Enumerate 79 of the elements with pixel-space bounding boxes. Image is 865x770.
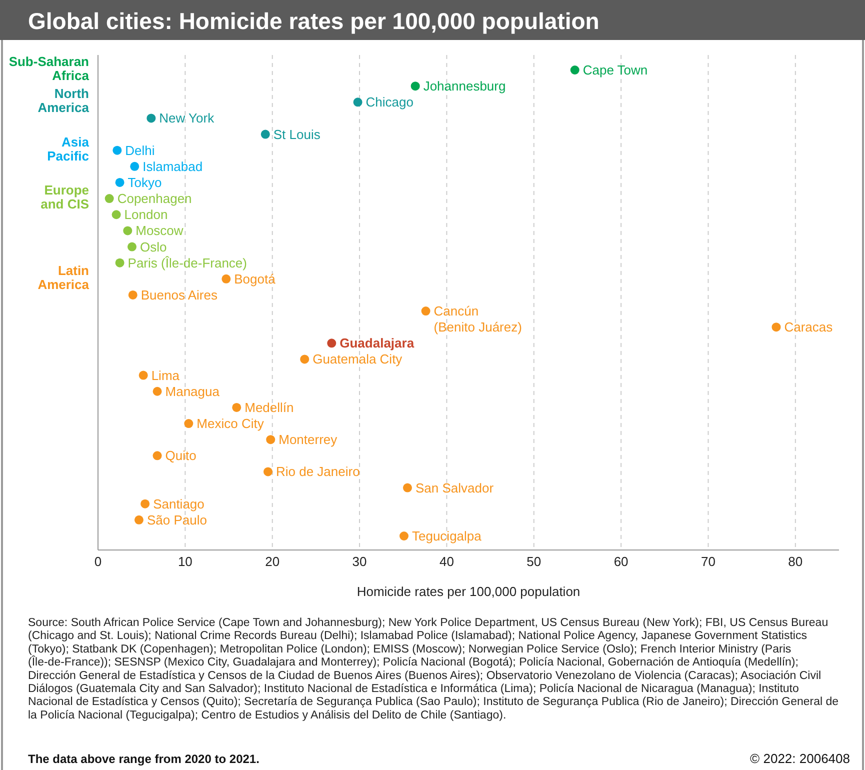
- y-tick-label: Delhi: [125, 142, 155, 158]
- point: [123, 226, 132, 236]
- series-label: Europe and CIS: [40, 182, 90, 212]
- point: [184, 419, 194, 428]
- point: [260, 130, 270, 139]
- y-tick-label: Johannesburg: [423, 78, 506, 94]
- y-tick-label: Caracas: [784, 320, 834, 335]
- x-axis-title: Homicide rates per 100,000 population: [356, 584, 580, 599]
- y-tick-label: San Salvador: [415, 480, 494, 496]
- y-tick-label: Copenhagen: [117, 191, 192, 206]
- x-tick-label: 60: [614, 554, 628, 569]
- y-tick-label: Lima: [151, 368, 180, 383]
- y-tick-label: São Paulo: [146, 512, 207, 528]
- x-tick-label: 20: [265, 554, 280, 569]
- y-tick-label: St Louis: [273, 126, 321, 142]
- y-tick-label: London: [124, 207, 168, 222]
- y-tick-label: Islamabad: [142, 158, 203, 174]
- point: [410, 82, 420, 91]
- point: [399, 532, 408, 540]
- y-tick-label: Cape Town: [582, 62, 648, 78]
- y-tick-label: Buenos Aires: [140, 287, 218, 302]
- point: [134, 515, 144, 524]
- point: [115, 258, 124, 268]
- y-tick-label: Tokyo: [128, 174, 162, 190]
- point: [421, 306, 430, 316]
- text: Sub-Saharan Africa: [8, 54, 90, 83]
- point: [128, 242, 136, 252]
- y-tick-label: Guadalajara: [340, 336, 415, 351]
- point: [130, 162, 140, 171]
- point: [772, 322, 781, 332]
- x-tick-label: 10: [178, 554, 192, 569]
- text: North America: [38, 86, 90, 116]
- text: © 2022: 2006408: [750, 751, 850, 766]
- y-tick-label: Oslo: [140, 239, 167, 254]
- y-tick-label: Cancún (Benito Juárez): [434, 304, 522, 335]
- y-tick-label: Guatemala City: [312, 352, 403, 367]
- text: Latin America: [38, 262, 90, 292]
- point: [112, 146, 122, 155]
- y-tick-label: Santiago: [153, 496, 204, 512]
- y-tick-label: Moscow: [136, 223, 184, 238]
- point: [128, 290, 138, 300]
- x-tick-label: 0: [94, 554, 102, 569]
- y-tick-label: Bogotá: [234, 271, 276, 286]
- y-tick-label: Quito: [165, 448, 196, 464]
- y-tick-label: Medellín: [244, 400, 294, 415]
- y-tick-label: Tegucigalpa: [412, 528, 482, 544]
- point: [300, 354, 310, 364]
- y-tick-label: New York: [159, 110, 215, 126]
- x-tick-label: 30: [352, 554, 367, 569]
- y-tick-label: Managua: [165, 384, 220, 399]
- x-tick-label: 40: [439, 554, 454, 569]
- x-tick-label: 50: [526, 554, 542, 569]
- chart-title: Global cities: Homicide rates per 100,000 population: [28, 8, 600, 34]
- point: [112, 210, 121, 220]
- point: [138, 370, 148, 380]
- point: [104, 194, 114, 204]
- text: The data above range from 2020 to 2021.: [28, 752, 260, 766]
- point: [266, 435, 276, 444]
- point: [402, 483, 412, 492]
- point: [232, 402, 242, 412]
- series-label: Asia Pacific: [47, 134, 90, 164]
- y-tick-label: Chicago: [366, 94, 414, 110]
- point: [146, 114, 156, 123]
- point: [152, 386, 162, 396]
- x-tick-label: 70: [701, 554, 716, 569]
- y-tick-label: Paris (Île-de-France): [128, 255, 247, 270]
- point: [152, 451, 162, 460]
- point: [570, 66, 580, 74]
- point: [263, 467, 272, 476]
- y-tick-label: Mexico City: [196, 416, 264, 432]
- y-tick-label: Monterrey: [278, 432, 338, 448]
- point: [353, 98, 362, 107]
- x-tick-label: 80: [788, 554, 803, 569]
- source-note: Source: South African Police Service (Cape Town and Johannesburg); New York Police Department, US Census Bureau (New York); FBI, US Census Bureau (Chicago and St. Louis); National Crime Records Bureau (Delhi); Islamabad Police (Islamabad); National Police Agency, Japanese Government Statistics (Tokyo); Statbank DK (Copenhagen); Metropolitan Police (London); EMISS (Moscow); Norwegian Police Service (Oslo); French Interior Ministry (Paris (Île-de-France)); SESNSP (Mexico City, Guadalajara and Monterrey); Policía Nacional (Bogotá); Policía Nacional, Gobernación de Antioquía (Medellín); Dirección General de Estadística y Censos de la Ciudad de Buenos Aires (Buenos Aires); Observatorio Venezolano de Violencia (Caracas); Asociación Civil Diálogos (Guatemala City and San Salvador); Instituto Nacional de Estadística e Informática (Lima); Policía Nacional de Nicaragua (Managua); Instituto Nacional de Estadística y Censos (Quito); Secretaría de Segurança Publica (Sao Paulo); Instituto de Segurança Publica (Rio de Janeiro); Dirección General de la Policía Nacional (Tegucigalpa); Centro de Estudios y Análisis del Delito de Chile (Santiago).: [28, 617, 839, 722]
- y-tick-label: Rio de Janeiro: [276, 464, 360, 480]
- point: [327, 338, 336, 348]
- point: [140, 499, 150, 508]
- point: [222, 274, 231, 284]
- point: [115, 178, 124, 187]
